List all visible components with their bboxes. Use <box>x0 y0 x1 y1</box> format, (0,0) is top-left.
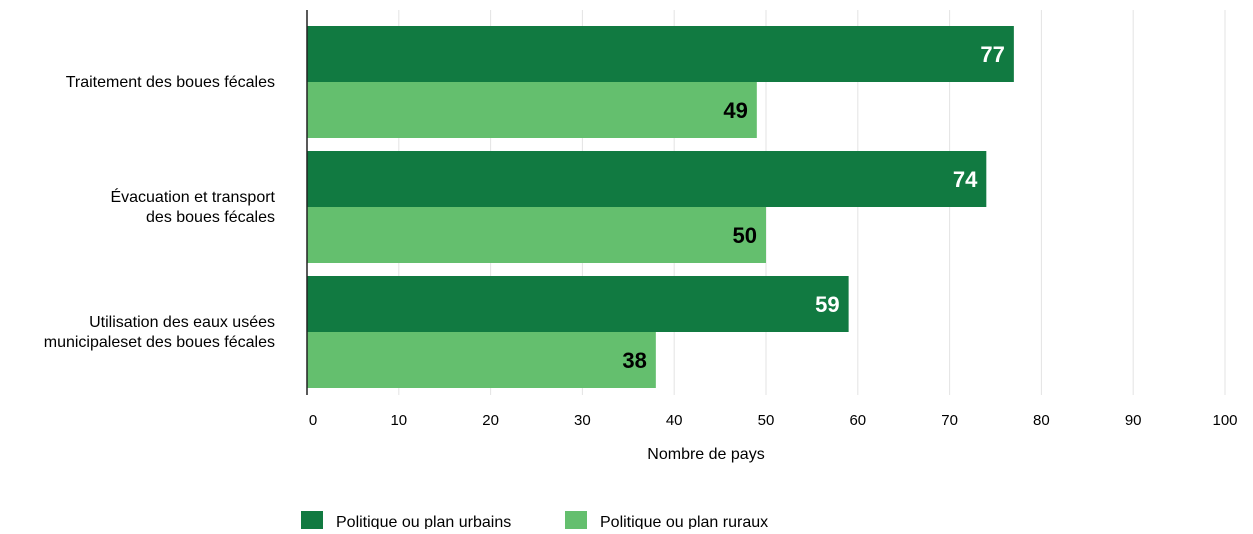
x-tick-label: 10 <box>390 412 407 429</box>
legend: Politique ou plan urbains Politique ou pl… <box>301 511 768 533</box>
x-tick-label: 90 <box>1125 412 1142 429</box>
bar-value-label: 49 <box>723 98 747 123</box>
category-label: Traitement des boues fécales <box>66 74 275 91</box>
bar <box>307 26 1014 82</box>
category-label: Évacuation et transport <box>110 187 275 206</box>
x-tick-label: 80 <box>1033 412 1050 429</box>
bar-value-label: 38 <box>622 348 646 373</box>
category-label: des boues fécales <box>146 209 275 226</box>
bar <box>307 276 849 332</box>
legend-swatch <box>301 511 323 533</box>
x-tick-label: 60 <box>849 412 866 429</box>
category-label: Utilisation des eaux usées <box>89 314 275 331</box>
bar <box>307 82 757 138</box>
bar-value-label: 59 <box>815 292 839 317</box>
x-tick-label: 70 <box>941 412 958 429</box>
bar <box>307 332 656 388</box>
legend-swatch <box>565 511 587 533</box>
bars: 77 49 74 50 59 38 <box>307 26 1014 388</box>
category-labels: Traitement des boues fécales Évacuation e… <box>44 74 276 351</box>
x-tick-label: 40 <box>666 412 683 429</box>
x-tick-label: 100 <box>1212 412 1237 429</box>
x-tick-labels: 0 10 20 30 40 50 60 70 80 90 100 <box>309 412 1238 429</box>
x-axis-title: Nombre de pays <box>647 446 764 463</box>
x-tick-label: 0 <box>309 412 317 429</box>
bar <box>307 151 987 207</box>
legend-label: Politique ou plan ruraux <box>600 514 768 529</box>
x-tick-label: 30 <box>574 412 591 429</box>
x-tick-label: 20 <box>482 412 499 429</box>
category-label: municipaleset des boues fécales <box>44 334 275 351</box>
bar <box>307 207 766 263</box>
bar-value-label: 77 <box>980 42 1004 67</box>
legend-label: Politique ou plan urbains <box>336 514 511 529</box>
bar-value-label: 50 <box>733 223 757 248</box>
bar-value-label: 74 <box>953 167 978 192</box>
x-tick-label: 50 <box>758 412 775 429</box>
